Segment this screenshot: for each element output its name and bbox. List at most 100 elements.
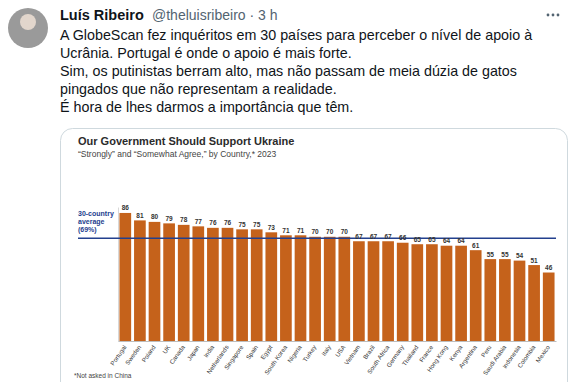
data-label: 51 bbox=[530, 257, 538, 264]
data-label: 86 bbox=[122, 204, 130, 211]
average-line-lead bbox=[78, 238, 118, 239]
bar bbox=[280, 235, 292, 341]
data-label: 46 bbox=[545, 264, 553, 271]
average-line bbox=[118, 238, 556, 239]
x-tick: Saudi Arabia bbox=[481, 341, 507, 376]
data-label: 55 bbox=[501, 251, 509, 258]
x-tick: USA bbox=[334, 341, 348, 358]
x-tick: Mexico bbox=[534, 341, 551, 364]
x-tick: Spain bbox=[244, 341, 259, 361]
x-tick-label: Vietnam bbox=[343, 344, 362, 367]
data-label: 64 bbox=[443, 237, 451, 244]
x-tick: Japan bbox=[185, 341, 201, 361]
x-tick-label: Peru bbox=[479, 343, 493, 358]
bar bbox=[455, 246, 467, 341]
bar bbox=[368, 241, 380, 341]
bar bbox=[149, 222, 161, 341]
data-label: 73 bbox=[268, 224, 276, 231]
tweet-text: É hora de lhes darmos a importância que … bbox=[60, 99, 353, 115]
more-dot bbox=[552, 14, 555, 17]
bar bbox=[426, 244, 438, 341]
bar bbox=[119, 213, 131, 341]
bar bbox=[514, 261, 526, 341]
x-tick: Colombia bbox=[516, 341, 537, 369]
bar bbox=[192, 226, 204, 341]
data-label: 70 bbox=[326, 228, 334, 235]
x-tick-label: Nigeria bbox=[286, 343, 303, 364]
x-tick: Turkey bbox=[301, 341, 318, 363]
more-dot bbox=[547, 14, 550, 17]
bar bbox=[222, 228, 234, 341]
tweet-text: Sim, os putinistas berram alto, mas não … bbox=[60, 63, 517, 79]
x-tick-label: South Korea bbox=[263, 343, 289, 376]
data-label: 78 bbox=[180, 216, 188, 223]
x-tick: Singapore bbox=[223, 341, 245, 371]
x-tick-label: UK bbox=[161, 343, 172, 355]
tweet-text: Ucrânia. Portugal é onde o apoio é mais … bbox=[60, 45, 352, 61]
data-label: 76 bbox=[224, 219, 232, 226]
bar bbox=[470, 250, 482, 341]
avatar-face bbox=[20, 14, 36, 30]
data-label: 67 bbox=[355, 233, 363, 240]
bars bbox=[119, 213, 554, 341]
data-label: 75 bbox=[253, 221, 261, 228]
data-labels: 8681807978777676757573717170707067676766… bbox=[122, 204, 553, 271]
x-tick: Peru bbox=[479, 341, 493, 358]
x-tick-label: Italy bbox=[320, 343, 333, 357]
x-tick: Italy bbox=[320, 341, 333, 357]
chart-subtitle: “Strongly” and “Somewhat Agree,” by Coun… bbox=[78, 149, 277, 159]
data-label: 55 bbox=[487, 251, 495, 258]
author-name[interactable]: Luís Ribeiro bbox=[60, 7, 144, 23]
bar bbox=[543, 273, 555, 341]
data-label: 71 bbox=[282, 227, 290, 234]
data-label: 67 bbox=[384, 233, 392, 240]
bar bbox=[324, 237, 336, 341]
x-tick: South Korea bbox=[263, 341, 289, 376]
data-label: 70 bbox=[341, 228, 349, 235]
data-label: 81 bbox=[136, 212, 144, 219]
x-axis: PortugalSwedenPolandUKCanadaJapanIndiaNe… bbox=[109, 341, 557, 376]
bar bbox=[251, 229, 263, 341]
more-button[interactable] bbox=[547, 14, 560, 17]
media-card[interactable] bbox=[61, 129, 568, 382]
x-tick-label: Mexico bbox=[534, 343, 551, 364]
avatar[interactable] bbox=[8, 8, 48, 48]
x-tick: South Africa bbox=[366, 341, 391, 375]
bar bbox=[353, 241, 365, 341]
x-tick: India bbox=[202, 341, 216, 359]
x-tick-label: Japan bbox=[185, 343, 201, 361]
x-tick: Nigeria bbox=[286, 341, 303, 364]
x-tick-label: Turkey bbox=[301, 343, 318, 363]
bar bbox=[178, 225, 190, 341]
bar bbox=[382, 241, 394, 341]
x-tick-label: Colombia bbox=[516, 343, 537, 369]
data-label: 64 bbox=[457, 237, 465, 244]
x-tick-label: USA bbox=[334, 343, 348, 358]
average-label: 30-countryaverage(69%) bbox=[78, 210, 114, 234]
x-tick: Sweden bbox=[124, 341, 143, 366]
average-group bbox=[118, 238, 556, 239]
bar bbox=[411, 244, 423, 341]
x-tick: Brazil bbox=[361, 341, 376, 360]
x-tick: Hong Kong bbox=[425, 341, 449, 373]
x-tick-label: Sweden bbox=[124, 343, 143, 366]
x-tick-label: India bbox=[202, 343, 216, 358]
bar bbox=[484, 259, 496, 341]
data-label: 75 bbox=[238, 221, 246, 228]
more-dot bbox=[557, 14, 560, 17]
bar bbox=[295, 235, 307, 341]
x-tick: Argentina bbox=[457, 341, 478, 369]
x-tick: Vietnam bbox=[343, 341, 362, 366]
page: Luís Ribeiro@theluisribeiro · 3 hA Globe… bbox=[0, 0, 572, 382]
x-tick: Poland bbox=[140, 341, 157, 363]
x-axis-line bbox=[119, 341, 557, 342]
data-label: 76 bbox=[209, 219, 217, 226]
data-label: 66 bbox=[399, 234, 407, 241]
x-tick-label: South Africa bbox=[366, 343, 391, 375]
bar bbox=[499, 259, 511, 341]
x-tick: Canada bbox=[168, 341, 186, 365]
bar bbox=[309, 237, 321, 341]
data-label: 65 bbox=[414, 236, 422, 243]
x-tick-label: Poland bbox=[140, 343, 157, 363]
y-axis bbox=[118, 208, 119, 342]
